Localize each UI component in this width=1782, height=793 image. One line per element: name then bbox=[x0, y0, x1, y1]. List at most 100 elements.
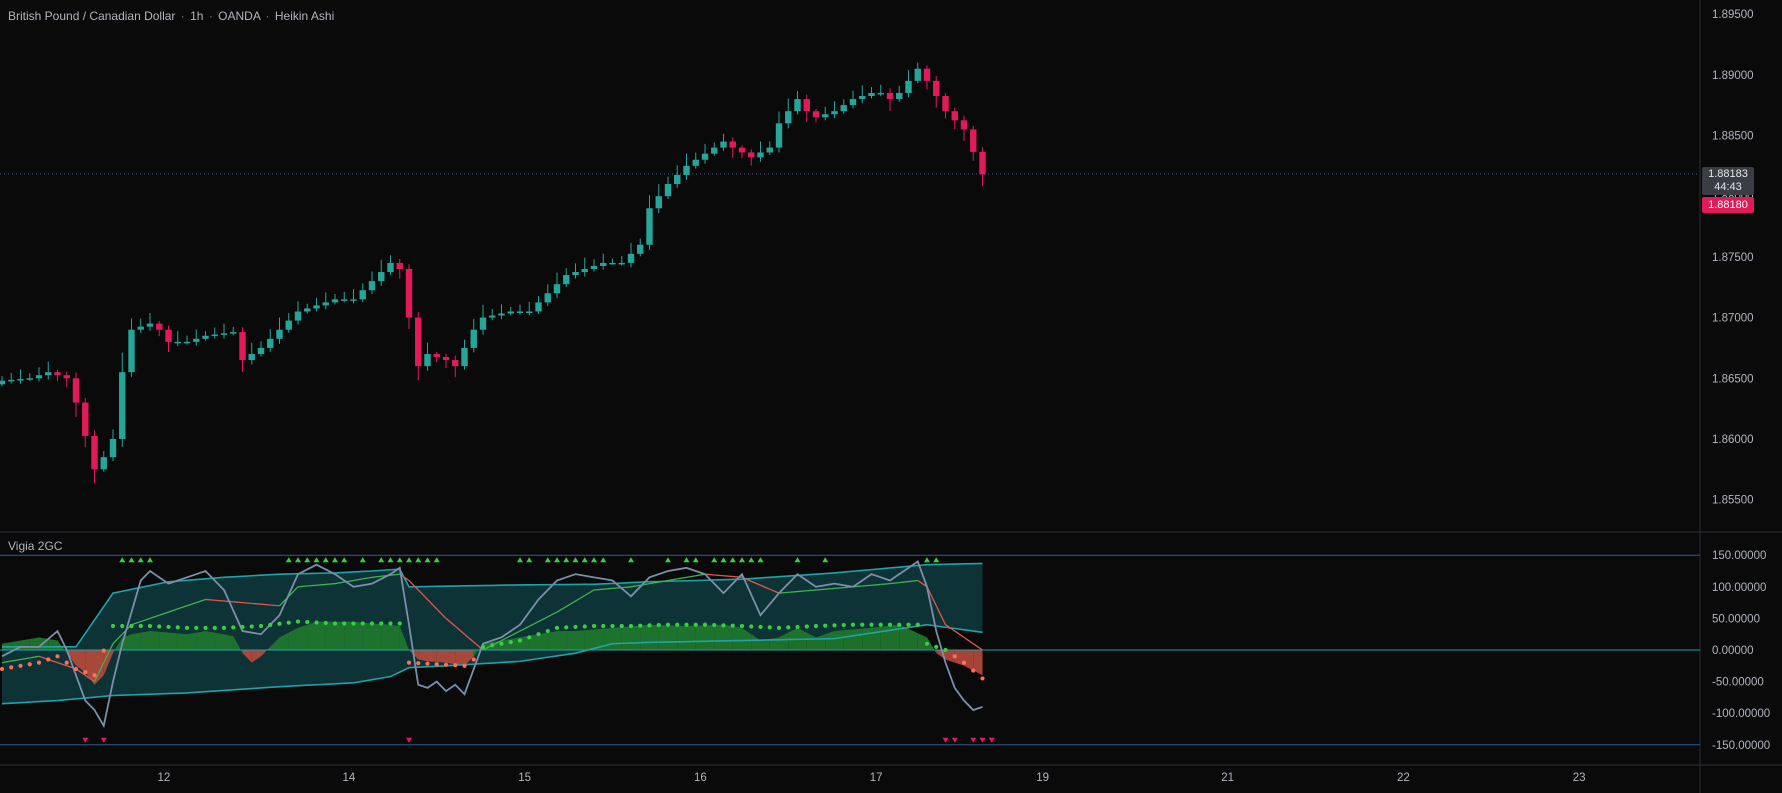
bull-candle bbox=[775, 111, 783, 153]
candle-body bbox=[257, 347, 265, 354]
signal-dot bbox=[471, 657, 476, 662]
candle-body bbox=[174, 341, 181, 344]
bull-candle bbox=[174, 330, 181, 347]
signal-dot bbox=[767, 625, 772, 630]
candle-body bbox=[156, 323, 163, 330]
slow-line-segment bbox=[417, 589, 428, 600]
buy-signal-arrow bbox=[739, 557, 745, 563]
candle-body bbox=[128, 329, 135, 373]
slow-line-segment bbox=[658, 579, 669, 583]
signal-dot bbox=[508, 640, 513, 645]
bull-candle bbox=[387, 255, 394, 276]
bull-candle bbox=[516, 304, 524, 315]
buy-signal-arrow bbox=[128, 557, 135, 563]
signal-dot bbox=[924, 641, 930, 646]
candle-body bbox=[220, 333, 228, 335]
signal-dot bbox=[175, 625, 180, 630]
signal-dot bbox=[73, 666, 79, 672]
legend-chart-style[interactable]: Heikin Ashi bbox=[274, 9, 335, 23]
candle-body bbox=[849, 99, 857, 106]
buy-signal-arrow bbox=[572, 557, 579, 563]
candle-body bbox=[590, 265, 598, 269]
bull-candle bbox=[498, 304, 505, 320]
candle-body bbox=[54, 372, 61, 376]
signal-dot bbox=[582, 624, 587, 629]
oscillator-fill bbox=[751, 634, 761, 650]
candlestick-series[interactable] bbox=[0, 62, 986, 484]
bear-candle bbox=[452, 355, 459, 378]
bull-candle bbox=[896, 85, 903, 102]
candle-body bbox=[979, 151, 986, 175]
oscillator-fill bbox=[436, 650, 446, 663]
indicator-title[interactable]: Vigia 2GC bbox=[8, 539, 63, 553]
sell-signal-arrow bbox=[988, 737, 995, 743]
oscillator-fill bbox=[150, 631, 160, 650]
slow-line-segment bbox=[714, 574, 724, 577]
signal-dot bbox=[980, 676, 985, 681]
candle-body bbox=[313, 305, 320, 309]
legend-symbol[interactable]: British Pound / Canadian Dollar bbox=[8, 9, 176, 23]
signal-dot bbox=[101, 648, 106, 653]
slow-line-segment bbox=[288, 586, 299, 597]
candle-body bbox=[794, 99, 801, 112]
oscillator-fill bbox=[390, 624, 400, 650]
candle-body bbox=[230, 332, 237, 334]
buy-signal-arrow bbox=[119, 557, 126, 563]
sell-signal-arrow bbox=[82, 737, 89, 743]
candle-body bbox=[738, 147, 746, 153]
slow-line-segment bbox=[112, 633, 123, 645]
bull-candle bbox=[572, 263, 579, 279]
signal-dot bbox=[712, 622, 717, 628]
oscillator-fill bbox=[29, 637, 39, 650]
bear-candle bbox=[396, 259, 403, 279]
time-tick-label: 23 bbox=[1573, 772, 1586, 784]
signal-dot bbox=[249, 624, 254, 629]
signal-dot bbox=[545, 628, 550, 634]
bull-candle bbox=[563, 268, 570, 287]
signal-dot bbox=[887, 622, 893, 627]
slow-line-segment bbox=[593, 588, 604, 591]
candle-body bbox=[17, 379, 24, 381]
candle-body bbox=[812, 111, 820, 118]
bull-candle bbox=[35, 367, 43, 382]
buy-signal-arrow bbox=[378, 557, 385, 563]
signal-dot bbox=[684, 622, 689, 627]
signal-dot bbox=[490, 643, 495, 648]
slow-line-segment bbox=[57, 662, 67, 667]
slow-line-segment bbox=[362, 576, 373, 580]
bull-candle bbox=[359, 283, 366, 303]
slow-line-segment bbox=[778, 591, 789, 594]
signal-dot bbox=[342, 621, 347, 626]
chart-legend[interactable]: British Pound / Canadian Dollar · 1h · O… bbox=[8, 9, 334, 23]
oscillator-fill bbox=[344, 621, 354, 650]
slow-line-segment bbox=[547, 611, 558, 618]
buy-signal-arrow bbox=[711, 557, 718, 563]
candle-body bbox=[896, 92, 903, 100]
bull-candle bbox=[313, 298, 320, 312]
signal-dot bbox=[194, 625, 199, 630]
indicator-tick-label: -150.00000 bbox=[1712, 740, 1770, 752]
buy-signal-arrow bbox=[304, 557, 311, 563]
slow-line-segment bbox=[862, 584, 872, 587]
bull-candle bbox=[655, 184, 662, 214]
signal-dot bbox=[739, 623, 745, 629]
oscillator-fill bbox=[446, 650, 456, 665]
oscillator-fill bbox=[584, 629, 594, 650]
candle-body bbox=[304, 308, 311, 312]
slow-line-segment bbox=[93, 662, 105, 682]
bear-candle bbox=[405, 264, 413, 330]
oscillator-fill bbox=[640, 624, 650, 650]
candle-body bbox=[683, 165, 690, 175]
candle-body bbox=[877, 92, 884, 95]
bear-candle bbox=[54, 369, 61, 382]
bull-candle bbox=[461, 339, 468, 370]
oscillator-fill bbox=[705, 625, 715, 650]
oscillator-fill bbox=[242, 650, 252, 663]
bull-candle bbox=[202, 331, 209, 341]
candle-body bbox=[748, 152, 755, 158]
bull-candle bbox=[701, 143, 709, 164]
indicator-pane[interactable] bbox=[0, 554, 1700, 746]
legend-timeframe[interactable]: 1h bbox=[190, 9, 204, 23]
slow-line-segment bbox=[159, 611, 169, 616]
